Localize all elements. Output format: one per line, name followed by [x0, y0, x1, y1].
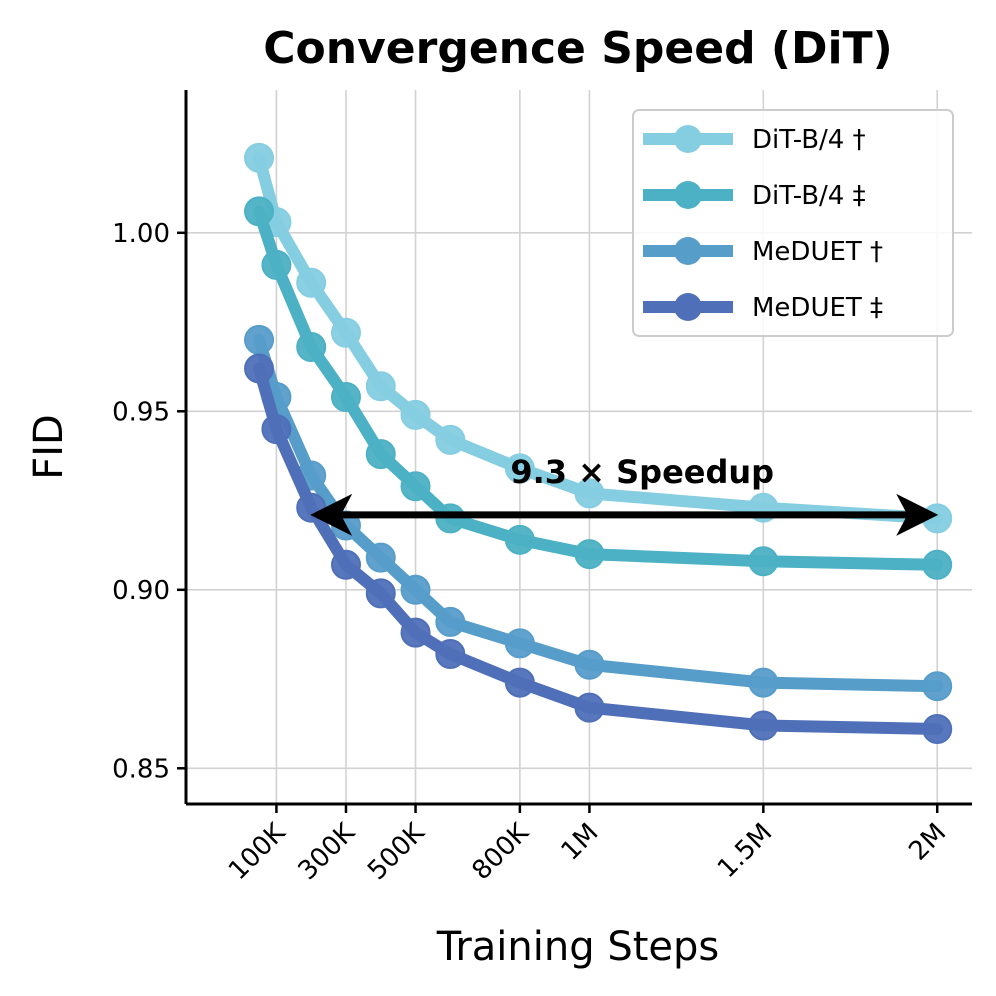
speedup-label: 9.3 × Speedup — [510, 453, 774, 491]
data-point — [330, 382, 361, 413]
data-point — [365, 578, 396, 609]
data-point — [504, 524, 535, 555]
speedup-annotation: 9.3 × Speedup — [310, 453, 939, 536]
data-point — [244, 324, 275, 355]
y-axis-label: FID — [26, 414, 72, 480]
legend-label: MeDUET † — [752, 237, 883, 267]
data-point — [261, 414, 292, 445]
data-point — [400, 617, 431, 648]
y-tick-label: 0.90 — [112, 576, 170, 606]
legend-item: DiT-B/4 ‡ — [643, 181, 866, 211]
data-point — [244, 142, 275, 173]
axes — [184, 90, 972, 806]
legend-item: MeDUET ‡ — [643, 293, 883, 323]
chart-title: Convergence Speed (DiT) — [263, 23, 893, 74]
data-point — [400, 574, 431, 605]
legend-swatch-marker — [674, 237, 702, 265]
data-point — [435, 503, 466, 534]
legend-box — [632, 109, 954, 337]
data-point — [435, 606, 466, 637]
data-point — [574, 539, 605, 570]
legend-swatch-marker — [674, 293, 702, 321]
data-point — [400, 471, 431, 502]
data-point — [574, 649, 605, 680]
legend-swatch-marker — [674, 181, 702, 209]
data-point — [296, 267, 327, 298]
series-3 — [244, 324, 953, 702]
data-point — [748, 667, 779, 698]
y-tick-label: 0.95 — [112, 397, 170, 427]
legend-item: MeDUET † — [643, 237, 883, 267]
data-point — [748, 710, 779, 741]
legend-item: DiT-B/4 † — [643, 125, 866, 155]
data-point — [330, 549, 361, 580]
y-tick-label: 0.85 — [112, 754, 170, 784]
x-axis-label: Training Steps — [436, 924, 719, 970]
data-point — [504, 628, 535, 659]
legend: DiT-B/4 † DiT-B/4 ‡ MeDUET † MeDUET ‡ — [632, 109, 954, 337]
data-point — [922, 549, 953, 580]
data-point — [922, 714, 953, 745]
data-point — [574, 692, 605, 723]
data-point — [365, 371, 396, 402]
data-point — [435, 424, 466, 455]
data-point — [330, 317, 361, 348]
data-point — [922, 503, 953, 534]
y-tick-label: 1.00 — [112, 219, 170, 249]
data-point — [296, 332, 327, 363]
data-point — [748, 546, 779, 577]
data-point — [922, 671, 953, 702]
data-point — [435, 639, 466, 670]
data-point — [244, 353, 275, 384]
data-point — [400, 399, 431, 430]
data-point — [365, 439, 396, 470]
legend-label: MeDUET ‡ — [752, 293, 883, 323]
data-point — [244, 196, 275, 227]
legend-swatch-marker — [674, 125, 702, 153]
data-point — [261, 249, 292, 280]
data-point — [504, 453, 535, 484]
data-point — [504, 667, 535, 698]
data-point — [365, 542, 396, 573]
legend-label: DiT-B/4 † — [752, 125, 866, 155]
legend-label: DiT-B/4 ‡ — [752, 181, 866, 211]
